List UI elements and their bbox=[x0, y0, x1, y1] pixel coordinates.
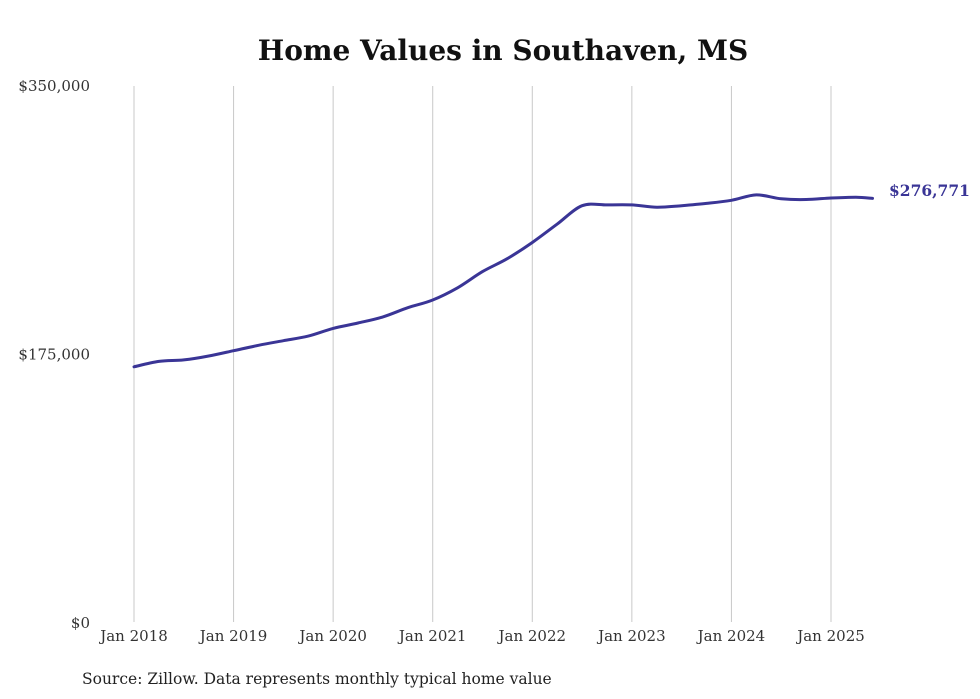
end-value-label: $276,771 bbox=[889, 181, 970, 200]
y-axis-ticks: $0 $175,000 $350,000 bbox=[18, 77, 90, 632]
y-tick-label: $350,000 bbox=[18, 77, 90, 95]
x-tick-label: Jan 2024 bbox=[696, 627, 766, 645]
x-tick-label: Jan 2021 bbox=[397, 627, 467, 645]
x-axis-ticks: Jan 2018 Jan 2019 Jan 2020 Jan 2021 Jan 2022… bbox=[98, 627, 865, 645]
x-tick-label: Jan 2018 bbox=[98, 627, 168, 645]
y-tick-label: $0 bbox=[71, 614, 90, 632]
series-line-home-value bbox=[132, 193, 874, 369]
x-tick-label: Jan 2023 bbox=[596, 627, 666, 645]
x-tick-label: Jan 2022 bbox=[497, 627, 567, 645]
x-tick-label: Jan 2020 bbox=[297, 627, 367, 645]
x-tick-label: Jan 2019 bbox=[198, 627, 268, 645]
chart-title: Home Values in Southaven, MS bbox=[258, 34, 749, 67]
grid-lines bbox=[133, 86, 832, 622]
y-tick-label: $175,000 bbox=[18, 346, 90, 364]
source-note: Source: Zillow. Data represents monthly … bbox=[82, 670, 552, 688]
x-tick-label: Jan 2025 bbox=[795, 627, 865, 645]
